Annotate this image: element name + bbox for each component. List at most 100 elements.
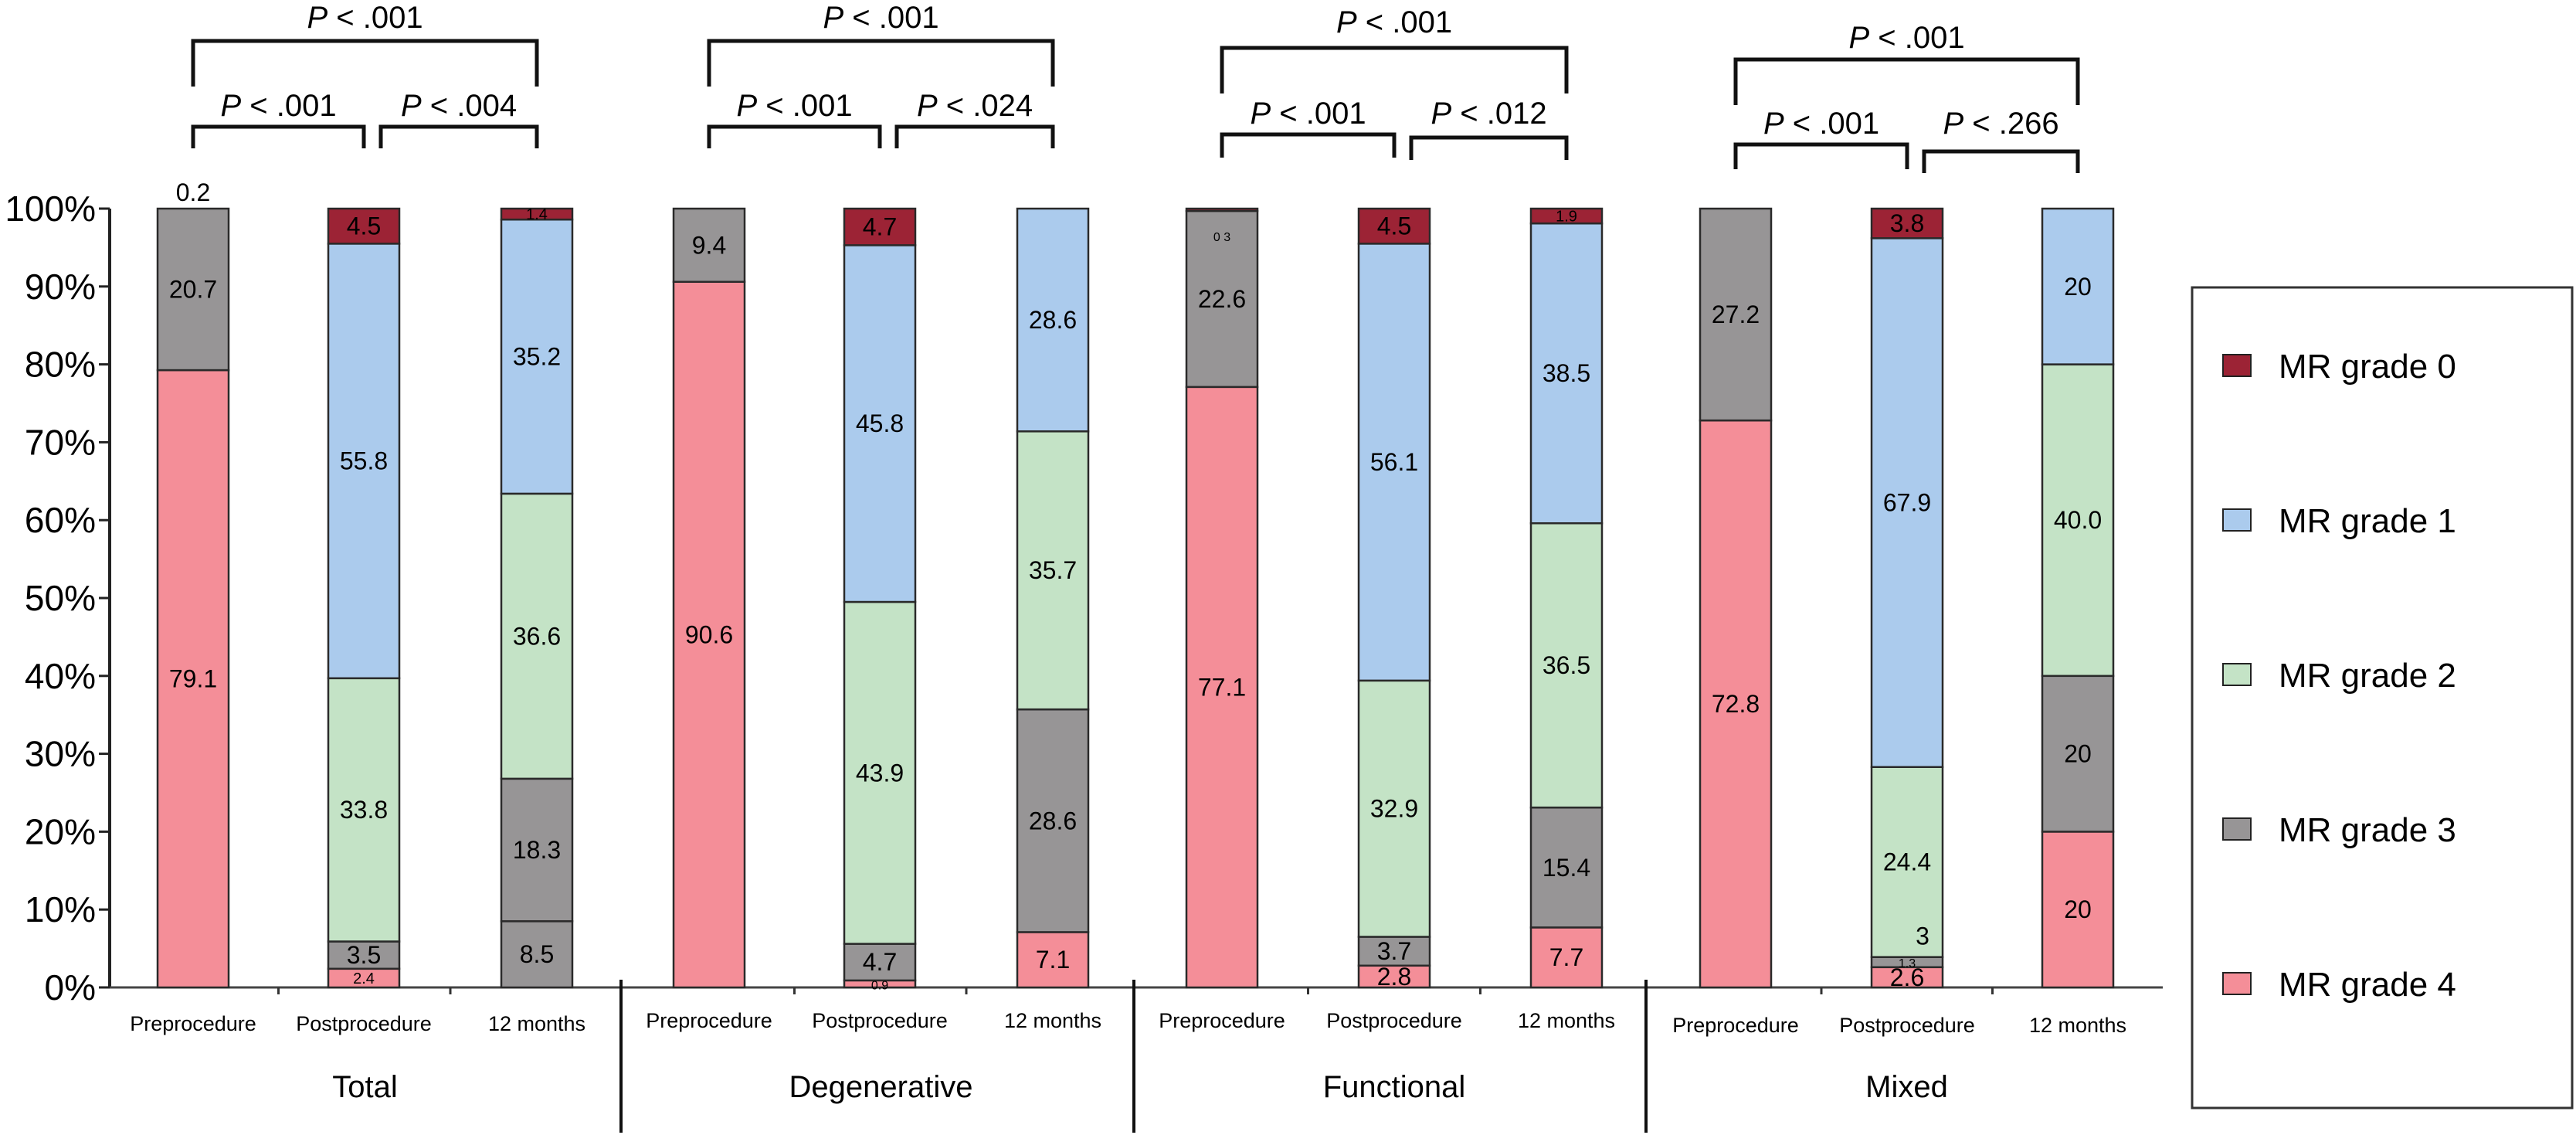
legend-label: MR grade 0 [2279, 348, 2456, 386]
group-label: Degenerative [789, 1070, 973, 1104]
segment-value-label: 43.9 [856, 759, 904, 787]
segment-value-label: 36.5 [1543, 651, 1590, 679]
p-value-label: P < .001 [1336, 5, 1452, 39]
bracket-low [191, 124, 366, 148]
segment-value-label: 28.6 [1029, 306, 1077, 334]
segment-value-label: 79.1 [169, 665, 217, 693]
bar-segment-grade-3 [1357, 936, 1431, 967]
legend-swatch [2222, 663, 2252, 686]
segment-value-label: 20.7 [169, 276, 217, 304]
category-label: Postprocedure [1326, 1009, 1462, 1032]
segment-value-label: 40.0 [2054, 506, 2102, 534]
p-value-label: P < .001 [1763, 107, 1879, 141]
y-tick-label: 20% [25, 811, 96, 851]
bar-segment-grade-0 [500, 207, 574, 221]
bar-segment-grade-4 [672, 280, 746, 989]
segment-value-label: 28.6 [1029, 807, 1077, 834]
bar-segment-grade-3 [1529, 806, 1604, 929]
category-label: 12 months [488, 1012, 585, 1035]
legend-swatch [2222, 817, 2252, 841]
bar-segment-grade-2 [1529, 522, 1604, 809]
y-tick-label: 10% [25, 889, 96, 929]
segment-value-label: 4.7 [863, 213, 897, 241]
bar-segment-grade-0 [1529, 207, 1604, 225]
segment-value-label: 24.4 [1883, 848, 1931, 876]
group-label: Functional [1323, 1070, 1466, 1104]
extra-value-label: 0.2 [176, 178, 210, 206]
bar-segment-grade-2 [1357, 679, 1431, 938]
extra-value-label: 3 [1916, 923, 1929, 950]
bracket-low [1922, 149, 2080, 173]
bar-segment-grade-3 [156, 207, 230, 372]
segment-value-label: 45.8 [856, 409, 904, 437]
segment-value-label: 0.9 [871, 979, 888, 992]
legend-swatch [2222, 508, 2252, 532]
bar-segment-grade-1 [843, 244, 917, 603]
p-value-label: P < .001 [1250, 97, 1366, 131]
segment-value-label: 4.5 [347, 212, 381, 240]
bar-segment-grade-4 [500, 920, 574, 989]
p-value-label: P < .024 [917, 89, 1033, 123]
segment-value-label: 18.3 [513, 836, 561, 864]
bar-segment-grade-3 [1699, 207, 1773, 422]
legend-label: MR grade 2 [2279, 657, 2456, 695]
segment-value-label: 4.5 [1377, 212, 1411, 240]
bar-segment-grade-1 [327, 243, 401, 680]
segment-value-label: 4.7 [863, 948, 897, 976]
bar-segment-grade-1 [1357, 243, 1431, 682]
segment-value-label: 7.7 [1549, 943, 1583, 971]
bracket-low [1220, 132, 1397, 158]
bracket-low [1409, 135, 1569, 160]
bar-segment-grade-3 [327, 940, 401, 970]
y-tick-label: 50% [25, 578, 96, 618]
p-value-label: P < .266 [1943, 107, 2058, 141]
bar-segment-grade-2 [1870, 766, 1944, 958]
group-label: Total [332, 1070, 398, 1104]
bar-segment-grade-2 [2041, 363, 2115, 678]
bar-segment-grade-1 [1870, 237, 1944, 768]
bar-segment-grade-4 [1016, 931, 1090, 989]
segment-value-label: 67.9 [1883, 489, 1931, 517]
segment-value-label: 22.6 [1198, 285, 1246, 313]
segment-value-label: 77.1 [1198, 673, 1246, 701]
bar-segment-grade-1 [2041, 207, 2115, 365]
group-label: Mixed [1865, 1070, 1948, 1104]
y-tick-label: 80% [25, 345, 96, 385]
bar-segment-grade-1 [1016, 207, 1090, 433]
legend-label: MR grade 1 [2279, 502, 2456, 540]
bar-segment-grade-4 [156, 369, 230, 989]
y-tick-label: 90% [25, 267, 96, 307]
bar-segment-grade-4 [327, 967, 401, 989]
y-tick-label: 70% [25, 422, 96, 462]
p-value-label: P < .001 [823, 1, 938, 35]
category-label: 12 months [2029, 1014, 2126, 1037]
bracket-top [707, 39, 1055, 87]
bar-segment-grade-2 [327, 677, 401, 943]
segment-value-label: 35.7 [1029, 556, 1077, 584]
bar-segment-grade-4 [1529, 926, 1604, 989]
segment-value-label: 90.6 [685, 620, 733, 648]
segment-value-label: 2.6 [1890, 963, 1924, 991]
segment-value-label: 72.8 [1712, 690, 1760, 718]
segment-value-label: 35.2 [513, 343, 561, 371]
bar-segment-grade-4 [1870, 966, 1944, 989]
bracket-top [1733, 57, 2080, 105]
bar-segment-grade-0 [1870, 207, 1944, 240]
p-value-label: P < .001 [1848, 21, 1964, 55]
bar-segment-grade-3 [500, 777, 574, 923]
segment-value-label: 1.3 [1899, 957, 1916, 970]
p-value-label: P < .012 [1431, 97, 1546, 131]
y-tick-label: 40% [25, 656, 96, 696]
y-tick-label: 60% [25, 500, 96, 540]
category-label: 12 months [1518, 1009, 1615, 1032]
bar-segment-grade-4 [2041, 831, 2115, 989]
legend-label: MR grade 3 [2279, 811, 2456, 849]
category-label: Postprocedure [296, 1012, 432, 1035]
segment-value-label: 36.6 [513, 622, 561, 650]
segment-value-label: 7.1 [1036, 946, 1070, 974]
category-label: Preprocedure [130, 1012, 256, 1035]
legend-swatch [2222, 972, 2252, 995]
bar-segment-grade-3 [672, 207, 746, 284]
p-value-label: P < .001 [220, 89, 336, 123]
